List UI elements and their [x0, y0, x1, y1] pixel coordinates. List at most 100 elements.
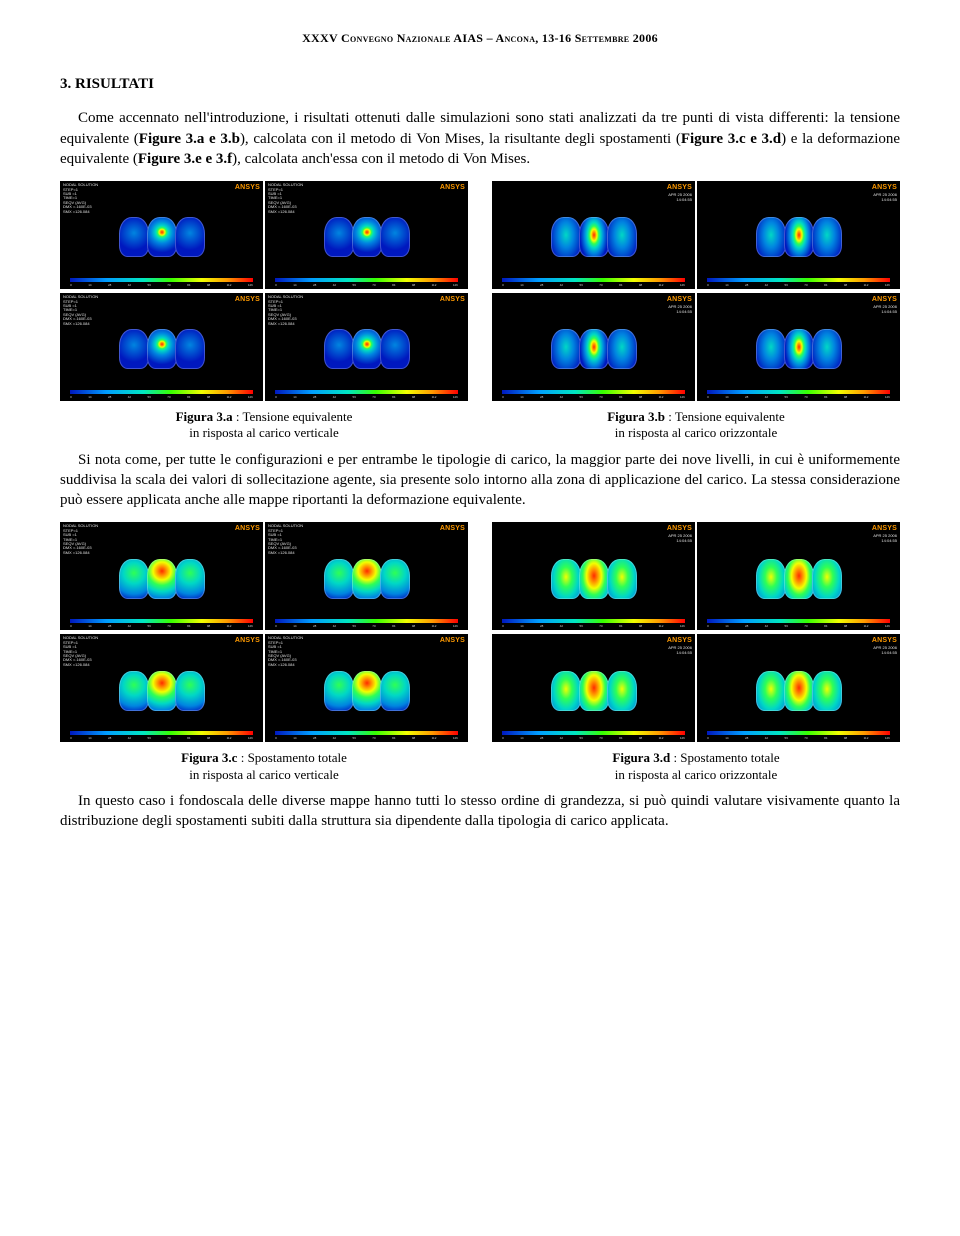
ansys-subpanel: ANSYS APR 25 2006 14:04:55 0142842567084…	[492, 522, 695, 630]
tooth-right	[175, 671, 205, 711]
figure-3b: ANSYS APR 25 2006 14:04:55 0142842567084…	[492, 181, 900, 442]
ansys-subpanel: ANSYS NODAL SOLUTION STEP=1 SUB =1 TIME=…	[265, 181, 468, 289]
tooth-center	[579, 671, 609, 711]
ansys-meta-text: NODAL SOLUTION STEP=1 SUB =1 TIME=1 SEQV…	[63, 183, 98, 214]
tooth-center	[579, 217, 609, 257]
fig-ref: Figure 3.c e 3.d	[681, 131, 781, 147]
colorbar	[502, 731, 685, 735]
caption-desc: : Tensione equivalente	[233, 409, 353, 424]
tooth-center	[784, 329, 814, 369]
ansys-date-text: APR 25 2006 14:04:55	[873, 534, 897, 543]
tooth-left	[119, 217, 149, 257]
ansys-meta-text: NODAL SOLUTION STEP=1 SUB =1 TIME=1 SEQV…	[268, 295, 303, 326]
colorbar	[707, 278, 890, 282]
ansys-subpanel: ANSYS APR 25 2006 14:04:55 0142842567084…	[697, 181, 900, 289]
ansys-logo-icon: ANSYS	[440, 183, 465, 192]
text-run: ), calcolata anch'essa con il metodo di …	[232, 151, 530, 167]
tooth-left	[324, 559, 354, 599]
tooth-right	[812, 671, 842, 711]
tooth-left	[551, 217, 581, 257]
ansys-subpanel: ANSYS APR 25 2006 14:04:55 0142842567084…	[697, 522, 900, 630]
colorbar-ticks: 014284256708498112126	[707, 283, 890, 288]
tooth-right	[380, 329, 410, 369]
tooth-center	[579, 329, 609, 369]
section-heading: 3. RISULTATI	[60, 74, 900, 94]
tooth-left	[324, 217, 354, 257]
ansys-subpanel: ANSYS NODAL SOLUTION STEP=1 SUB =1 TIME=…	[265, 522, 468, 630]
teeth-model	[552, 671, 636, 711]
figure-caption: Figura 3.b : Tensione equivalente in ris…	[492, 409, 900, 442]
ansys-date-text: APR 25 2006 14:04:55	[873, 193, 897, 202]
ansys-row: ANSYS NODAL SOLUTION STEP=1 SUB =1 TIME=…	[60, 181, 468, 289]
tooth-right	[607, 559, 637, 599]
ansys-subpanel: ANSYS NODAL SOLUTION STEP=1 SUB =1 TIME=…	[265, 293, 468, 401]
page-header: XXXV Convegno Nazionale AIAS – Ancona, 1…	[60, 30, 900, 46]
ansys-row: ANSYS NODAL SOLUTION STEP=1 SUB =1 TIME=…	[60, 634, 468, 742]
figure-3c: ANSYS NODAL SOLUTION STEP=1 SUB =1 TIME=…	[60, 522, 468, 783]
teeth-model	[552, 559, 636, 599]
tooth-left	[756, 329, 786, 369]
figure-caption: Figura 3.c : Spostamento totale in rispo…	[60, 750, 468, 783]
tooth-right	[812, 559, 842, 599]
colorbar-ticks: 014284256708498112126	[275, 395, 458, 400]
ansys-subpanel: ANSYS APR 25 2006 14:04:55 0142842567084…	[492, 634, 695, 742]
colorbar-ticks: 014284256708498112126	[70, 283, 253, 288]
tooth-left	[119, 671, 149, 711]
ansys-logo-icon: ANSYS	[440, 295, 465, 304]
ansys-subpanel: ANSYS APR 25 2006 14:04:55 0142842567084…	[492, 181, 695, 289]
tooth-right	[607, 217, 637, 257]
tooth-left	[551, 559, 581, 599]
figure-row-cd: ANSYS NODAL SOLUTION STEP=1 SUB =1 TIME=…	[60, 522, 900, 783]
tooth-right	[175, 217, 205, 257]
colorbar-ticks: 014284256708498112126	[502, 736, 685, 741]
colorbar-ticks: 014284256708498112126	[70, 395, 253, 400]
ansys-date-text: APR 25 2006 14:04:55	[668, 193, 692, 202]
ansys-subpanel: ANSYS APR 25 2006 14:04:55 0142842567084…	[492, 293, 695, 401]
teeth-model	[120, 559, 204, 599]
ansys-subpanel: ANSYS NODAL SOLUTION STEP=1 SUB =1 TIME=…	[60, 181, 263, 289]
caption-title: Figura 3.b	[607, 409, 665, 424]
teeth-model	[325, 559, 409, 599]
figure-caption: Figura 3.d : Spostamento totale in rispo…	[492, 750, 900, 783]
ansys-logo-icon: ANSYS	[235, 636, 260, 645]
colorbar	[70, 390, 253, 394]
fig-ref: Figure 3.a e 3.b	[139, 131, 240, 147]
tooth-center	[352, 559, 382, 599]
paragraph-3: In questo caso i fondoscala delle divers…	[60, 791, 900, 832]
caption-sub: in risposta al carico verticale	[189, 767, 338, 782]
tooth-center	[784, 217, 814, 257]
ansys-meta-text: NODAL SOLUTION STEP=1 SUB =1 TIME=1 SEQV…	[268, 636, 303, 667]
tooth-left	[756, 671, 786, 711]
teeth-model	[325, 329, 409, 369]
tooth-right	[812, 329, 842, 369]
tooth-right	[175, 329, 205, 369]
colorbar	[70, 619, 253, 623]
caption-title: Figura 3.d	[612, 750, 670, 765]
ansys-date-text: APR 25 2006 14:04:55	[668, 646, 692, 655]
colorbar	[275, 731, 458, 735]
ansys-meta-text: NODAL SOLUTION STEP=1 SUB =1 TIME=1 SEQV…	[63, 295, 98, 326]
ansys-row: ANSYS APR 25 2006 14:04:55 0142842567084…	[492, 522, 900, 630]
caption-desc: : Spostamento totale	[237, 750, 346, 765]
caption-desc: : Tensione equivalente	[665, 409, 785, 424]
ansys-logo-icon: ANSYS	[235, 183, 260, 192]
colorbar-ticks: 014284256708498112126	[275, 283, 458, 288]
fig-ref: Figure 3.e e 3.f	[138, 151, 232, 167]
caption-title: Figura 3.c	[181, 750, 237, 765]
tooth-center	[352, 671, 382, 711]
figure-row-ab: ANSYS NODAL SOLUTION STEP=1 SUB =1 TIME=…	[60, 181, 900, 442]
tooth-left	[324, 329, 354, 369]
colorbar	[502, 278, 685, 282]
colorbar-ticks: 014284256708498112126	[502, 624, 685, 629]
figure-3a: ANSYS NODAL SOLUTION STEP=1 SUB =1 TIME=…	[60, 181, 468, 442]
ansys-row: ANSYS APR 25 2006 14:04:55 0142842567084…	[492, 293, 900, 401]
figure-3d: ANSYS APR 25 2006 14:04:55 0142842567084…	[492, 522, 900, 783]
colorbar-ticks: 014284256708498112126	[275, 624, 458, 629]
ansys-meta-text: NODAL SOLUTION STEP=1 SUB =1 TIME=1 SEQV…	[63, 636, 98, 667]
ansys-row: ANSYS APR 25 2006 14:04:55 0142842567084…	[492, 634, 900, 742]
ansys-date-text: APR 25 2006 14:04:55	[668, 305, 692, 314]
teeth-model	[552, 329, 636, 369]
ansys-subpanel: ANSYS NODAL SOLUTION STEP=1 SUB =1 TIME=…	[265, 634, 468, 742]
colorbar-ticks: 014284256708498112126	[275, 736, 458, 741]
caption-sub: in risposta al carico orizzontale	[615, 767, 777, 782]
